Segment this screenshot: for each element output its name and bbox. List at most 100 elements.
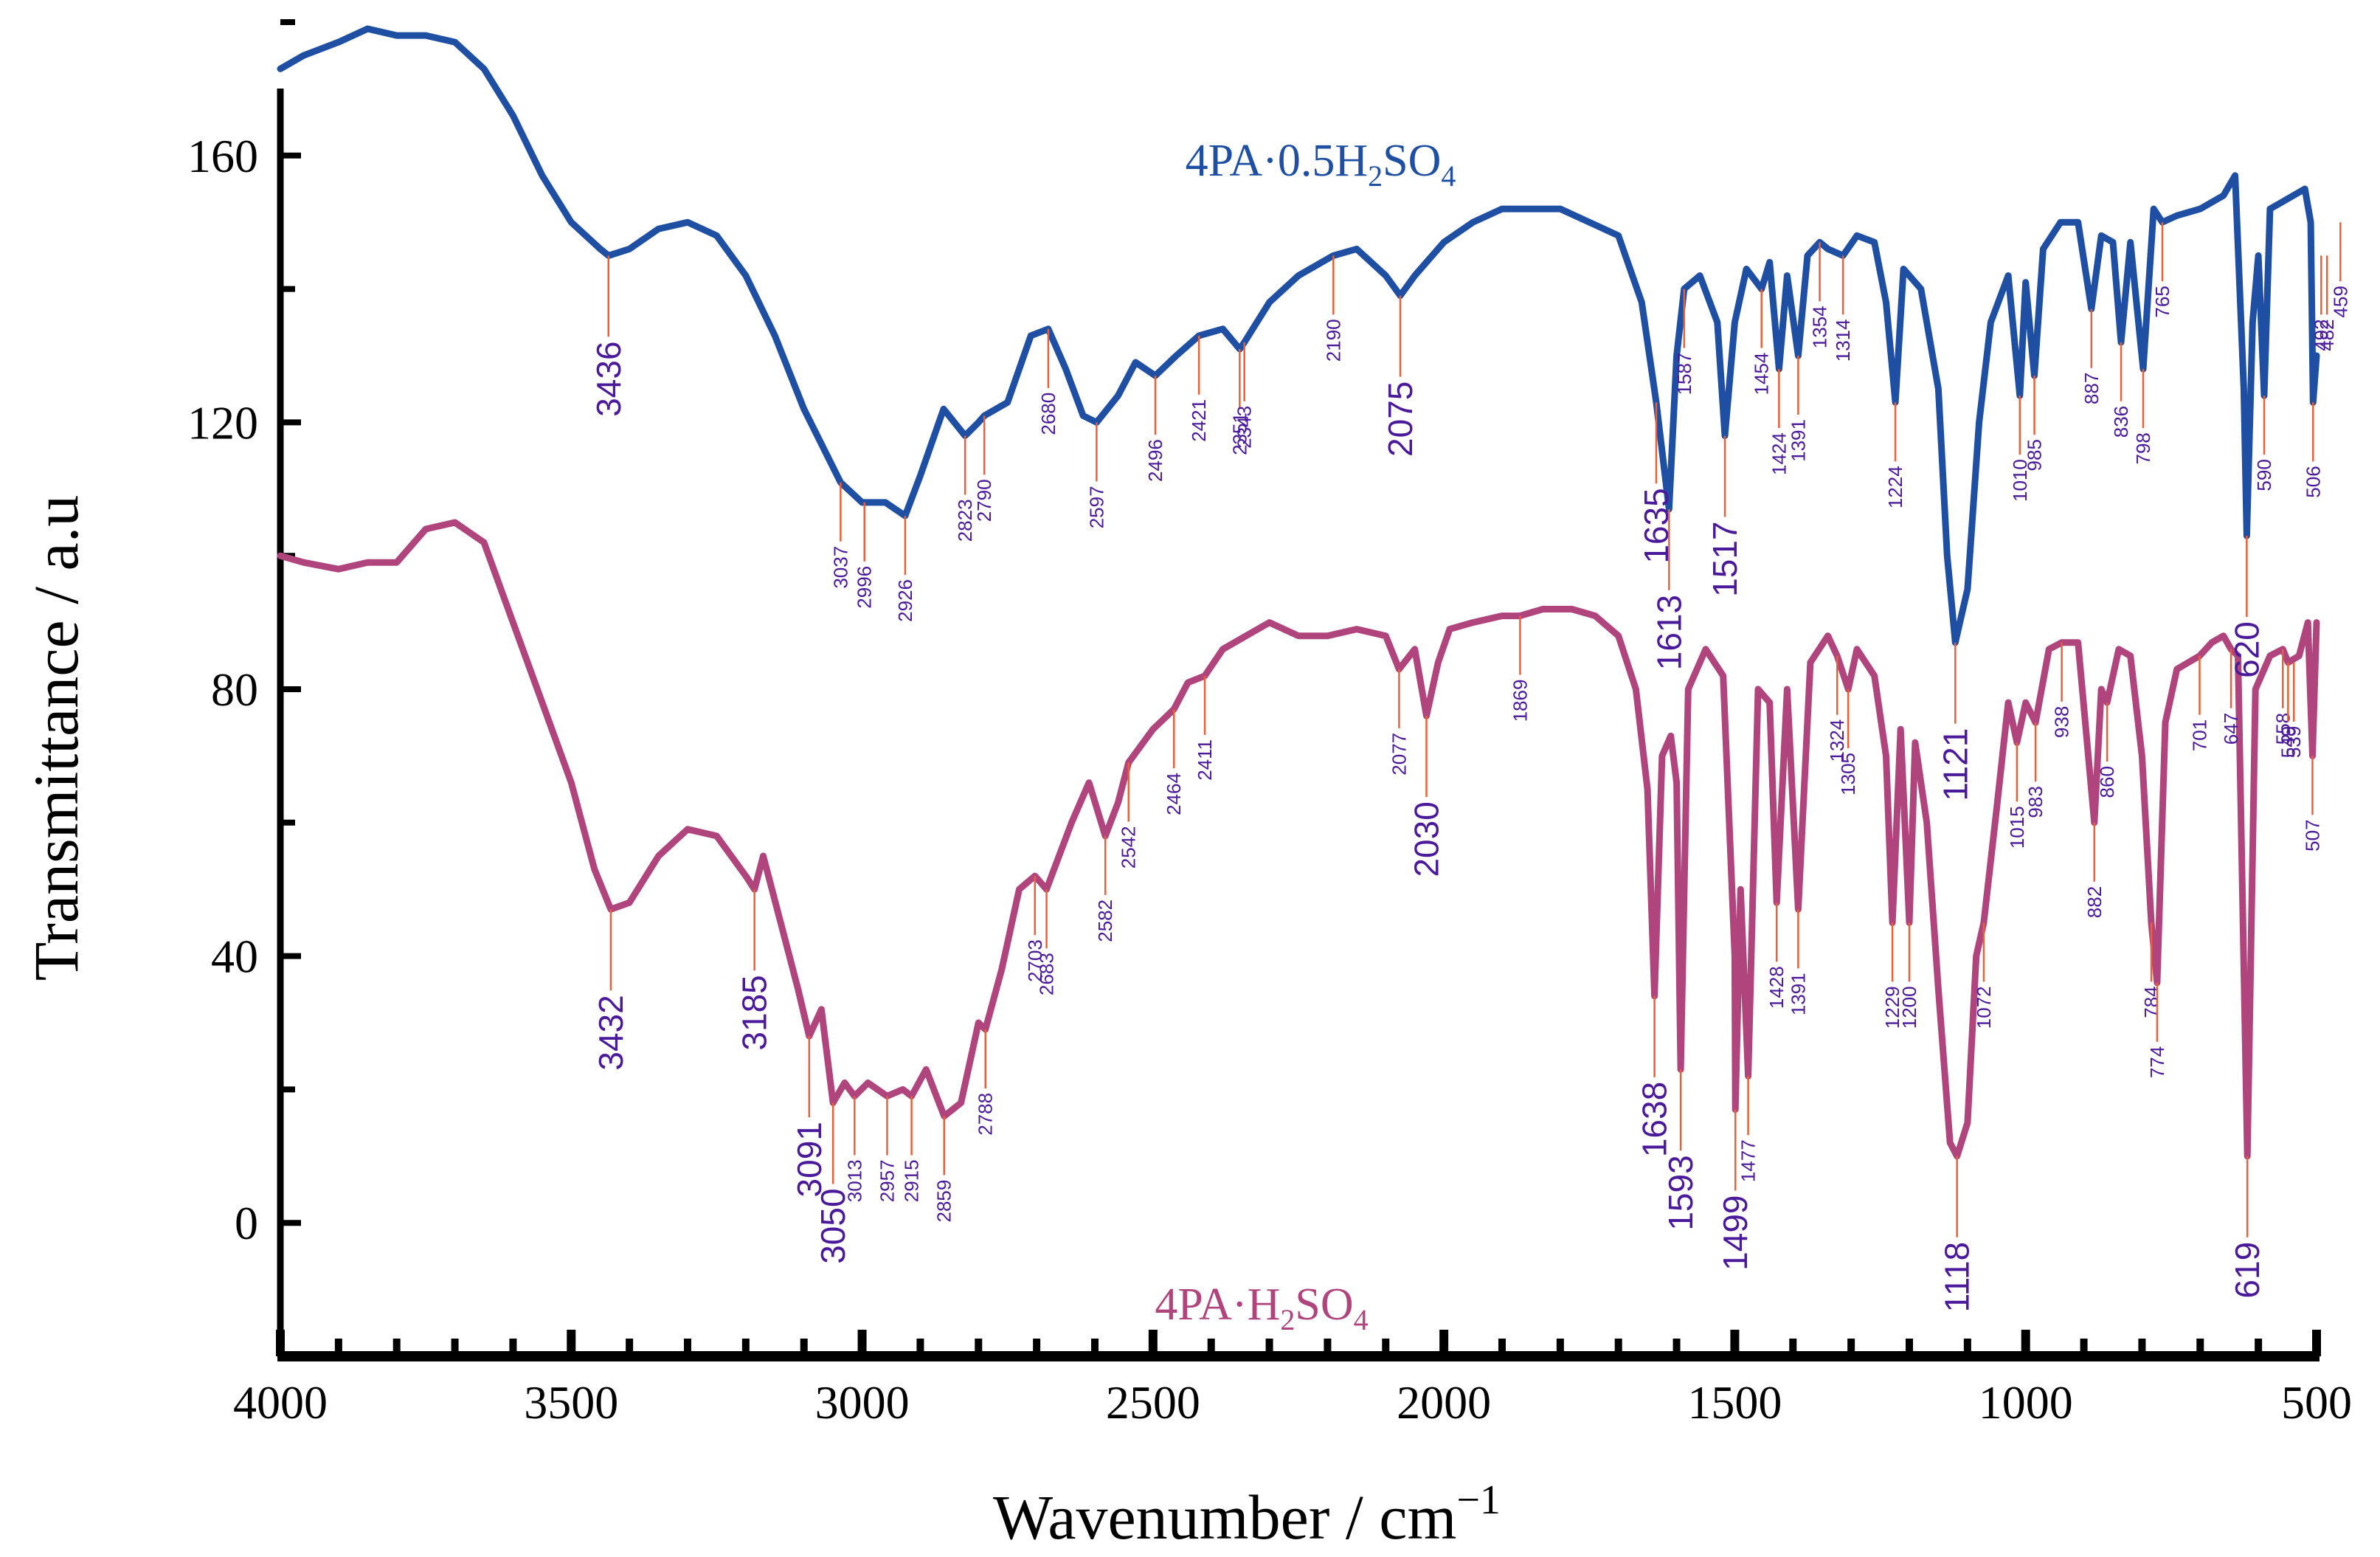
peak-annotation-bottom-label: 3013 xyxy=(843,1159,865,1202)
peak-annotation-top-label: 3037 xyxy=(829,546,851,589)
peak-annotation-bottom-label: 2030 xyxy=(1407,801,1445,877)
peak-annotation-top-label: 2790 xyxy=(973,479,995,522)
peak-annotation-bottom-label: 1200 xyxy=(1898,986,1920,1029)
peak-annotation-top-label: 1354 xyxy=(1809,305,1831,348)
peak-annotation-bottom-label: 1324 xyxy=(1826,719,1848,762)
peak-annotation-bottom-label: 1428 xyxy=(1765,966,1788,1009)
peak-annotation-top-label: 1314 xyxy=(1832,319,1854,362)
peak-annotation-top-label: 590 xyxy=(2253,459,2275,491)
peak-annotation-bottom-label: 647 xyxy=(2220,713,2242,745)
peak-annotation-top-label: 2823 xyxy=(954,499,976,542)
peak-annotation-top-label: 798 xyxy=(2132,432,2154,464)
peak-annotation-bottom-label: 2915 xyxy=(901,1159,923,1202)
peak-annotation-bottom-label: 784 xyxy=(2140,986,2162,1018)
peak-annotation-bottom-label: 1391 xyxy=(1787,973,1809,1015)
series-label-part: SO xyxy=(1295,1280,1353,1330)
series-line-0 xyxy=(277,25,2320,646)
peak-annotation-top-label: 2190 xyxy=(1322,319,1344,362)
peak-annotation-bottom-label: 1499 xyxy=(1716,1195,1754,1270)
peak-annotation-top-label: 836 xyxy=(2110,406,2132,438)
peak-annotation-bottom-label: 2703 xyxy=(1024,939,1046,982)
peak-annotation-bottom-label: 1869 xyxy=(1509,680,1531,722)
peak-annotation-bottom-label: 2077 xyxy=(1388,733,1410,776)
peak-annotation-bottom-label: 2683 xyxy=(1036,953,1058,995)
peak-annotation-bottom-label: 2582 xyxy=(1094,900,1116,942)
series-layer xyxy=(277,25,2320,1160)
peak-annotation-bottom-label: 539 xyxy=(2283,726,2305,758)
x-tick-label: 3500 xyxy=(524,1376,618,1429)
peak-annotation-bottom-label: 2464 xyxy=(1163,773,1185,815)
series-label-part: 4PA·0.5H xyxy=(1186,136,1369,186)
peak-annotation-bottom-label: 2411 xyxy=(1194,739,1216,781)
y-tick-label: 160 xyxy=(187,130,258,182)
peak-annotation-bottom-label: 1229 xyxy=(1881,986,1903,1029)
series-label-top: 4PA·0.5H2SO4 xyxy=(1186,136,1456,193)
series-line-1 xyxy=(277,519,2320,1160)
y-tick-label: 80 xyxy=(211,663,258,716)
peak-annotation-top-label: 1391 xyxy=(1787,419,1809,462)
peak-annotation-bottom-label: 2788 xyxy=(975,1093,997,1136)
peak-annotation-bottom-label: 558 xyxy=(2272,713,2294,745)
peak-annotation-bottom-label: 1593 xyxy=(1661,1155,1700,1230)
peak-annotation-bottom-label: 1638 xyxy=(1636,1082,1674,1157)
peak-annotation-top-label: 2926 xyxy=(894,579,916,622)
peak-annotation-bottom-label: 938 xyxy=(2051,706,2073,738)
series-label-part: 2 xyxy=(1368,159,1383,193)
series-label-part: 4 xyxy=(1354,1303,1369,1336)
peak-annotation-top-label: 1224 xyxy=(1884,466,1906,508)
peak-annotation-bottom-label: 1477 xyxy=(1737,1139,1760,1182)
series-label-part: 4 xyxy=(1441,159,1456,193)
x-axis-title-text: Wavenumber / cm xyxy=(993,1482,1456,1553)
peak-annotation-top-label: 482 xyxy=(2316,319,2338,351)
peak-annotation-top-label: 2496 xyxy=(1144,439,1166,482)
x-tick-label: 1000 xyxy=(1979,1376,2073,1429)
peak-annotation-bottom-label: 1118 xyxy=(1938,1242,1976,1313)
peak-annotation-top-label: 1454 xyxy=(1751,353,1773,396)
peak-annotation-top-label: 1424 xyxy=(1768,432,1790,475)
peak-annotation-bottom-label: 2542 xyxy=(1118,826,1140,869)
peak-annotation-bottom-label: 860 xyxy=(2096,766,2118,798)
peak-annotation-top-label: 765 xyxy=(2151,286,2173,317)
peak-annotation-top-label: 492 xyxy=(2310,319,2332,351)
peak-annotation-bottom-label: 882 xyxy=(2083,886,2106,918)
peak-annotation-top-label: 459 xyxy=(2329,286,2351,317)
peak-annotation-top-label: 1010 xyxy=(2009,459,2031,502)
peak-annotation-top-label: 2075 xyxy=(1381,382,1419,457)
x-axis-title: Wavenumber / cm−1 xyxy=(993,1477,1501,1553)
peak-annotation-bottom-label: 983 xyxy=(2024,786,2047,818)
peak-annotation-top-label: 3436 xyxy=(589,341,628,416)
peak-annotation-top-label: 887 xyxy=(2080,373,2103,404)
peak-annotation-top-label: 1517 xyxy=(1706,521,1744,596)
x-tick-label: 4000 xyxy=(233,1376,328,1429)
x-tick-label: 1500 xyxy=(1687,1376,1782,1429)
peak-annotation-bottom-label: 3091 xyxy=(790,1122,828,1197)
peak-annotation-bottom-label: 619 xyxy=(2228,1242,2266,1299)
x-tick-label: 2000 xyxy=(1397,1376,1491,1429)
x-axis-title-sup: −1 xyxy=(1456,1477,1501,1523)
series-label-part: 4PA·H xyxy=(1155,1280,1280,1330)
peak-annotation-bottom-label: 1305 xyxy=(1837,753,1859,795)
y-tick-label: 40 xyxy=(211,931,258,983)
peak-annotation-top-label: 2343 xyxy=(1234,406,1256,449)
y-tick-label: 120 xyxy=(187,396,258,449)
peak-annotation-top-label: 506 xyxy=(2302,466,2324,497)
peak-annotation-top-label: 985 xyxy=(2024,439,2046,471)
peak-annotation-top-label: 1587 xyxy=(1673,353,1695,396)
peak-annotation-bottom-label: 701 xyxy=(2189,719,2211,751)
peak-annotation-bottom-label: 549 xyxy=(2277,726,2299,758)
y-axis-title: Transmittance / a.u xyxy=(21,495,91,981)
peak-annotation-bottom-label: 1015 xyxy=(2006,806,2028,849)
peak-annotation-bottom-label: 1072 xyxy=(1973,986,1995,1029)
peak-annotation-top-label: 2597 xyxy=(1085,486,1107,528)
peak-annotation-bottom-label: 3050 xyxy=(814,1188,852,1263)
series-label-part: 2 xyxy=(1280,1303,1295,1336)
peak-annotation-top-label: 1613 xyxy=(1650,595,1688,670)
peak-annotation-top-label: 620 xyxy=(2227,621,2266,678)
peak-annotation-top-label: 2351 xyxy=(1228,412,1250,455)
x-tick-label: 3000 xyxy=(815,1376,910,1429)
peak-annotation-bottom-label: 774 xyxy=(2146,1046,2168,1078)
x-tick-label: 2500 xyxy=(1106,1376,1200,1429)
peak-annotation-bottom-label: 3432 xyxy=(592,995,630,1070)
